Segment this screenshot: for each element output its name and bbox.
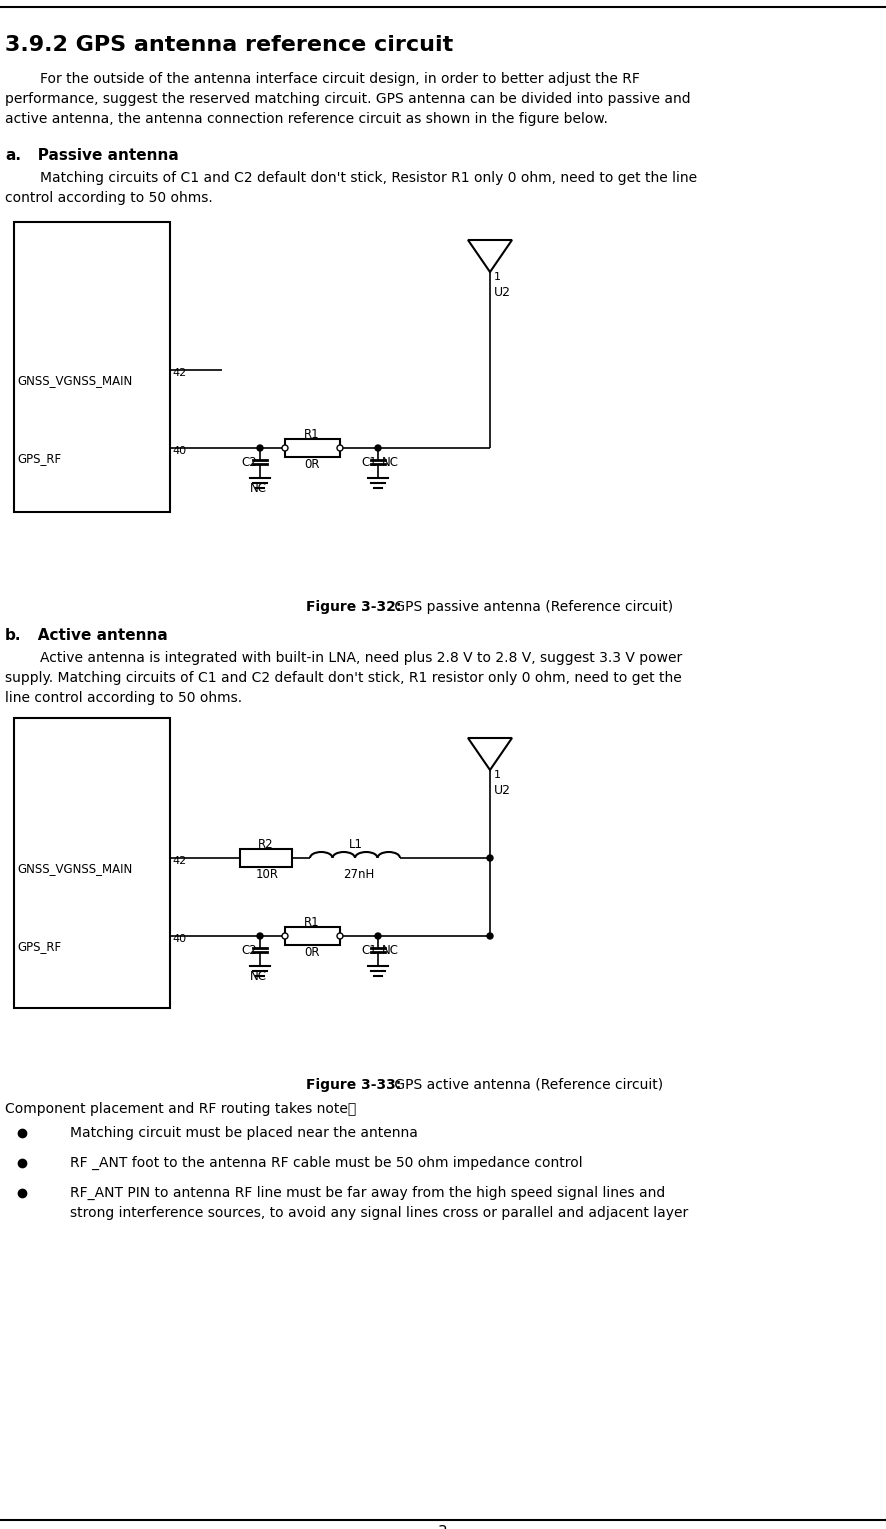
Text: U2: U2 [494,784,510,797]
Text: 1: 1 [494,771,501,780]
Text: GPS active antenna (Reference circuit): GPS active antenna (Reference circuit) [390,1078,663,1092]
Text: a.: a. [5,148,21,164]
Text: 40: 40 [172,934,186,943]
Text: RF_ANT PIN to antenna RF line must be far away from the high speed signal lines : RF_ANT PIN to antenna RF line must be fa… [35,1187,664,1200]
Circle shape [282,445,288,451]
Text: Active antenna is integrated with built-in LNA, need plus 2.8 V to 2.8 V, sugges: Active antenna is integrated with built-… [5,651,681,665]
Text: C1: C1 [361,456,377,469]
Text: U2: U2 [494,286,510,300]
Text: Component placement and RF routing takes note：: Component placement and RF routing takes… [5,1102,356,1116]
Text: Passive antenna: Passive antenna [22,148,179,164]
Bar [240,849,291,867]
Circle shape [486,933,493,939]
Text: GNSS_VGNSS_MAIN: GNSS_VGNSS_MAIN [17,862,132,875]
Text: L1: L1 [348,838,362,852]
Text: strong interference sources, to avoid any signal lines cross or parallel and adj: strong interference sources, to avoid an… [35,1206,688,1220]
Text: Figure 3-33:: Figure 3-33: [306,1078,400,1092]
Text: 3: 3 [438,1524,447,1529]
Text: GPS_RF: GPS_RF [17,940,61,953]
Text: active antenna, the antenna connection reference circuit as shown in the figure : active antenna, the antenna connection r… [5,112,607,125]
Text: R1: R1 [304,428,319,440]
Text: Matching circuits of C1 and C2 default don't stick, Resistor R1 only 0 ohm, need: Matching circuits of C1 and C2 default d… [5,171,696,185]
Text: 0R: 0R [304,459,319,471]
Text: GNSS_VGNSS_MAIN: GNSS_VGNSS_MAIN [17,375,132,387]
Circle shape [337,933,343,939]
Text: 0R: 0R [304,946,319,959]
Text: GPS_RF: GPS_RF [17,453,61,465]
Circle shape [337,445,343,451]
Text: 42: 42 [172,856,186,865]
Text: b.: b. [5,628,21,644]
Circle shape [257,445,263,451]
Circle shape [257,933,263,939]
Text: performance, suggest the reserved matching circuit. GPS antenna can be divided i: performance, suggest the reserved matchi… [5,92,690,106]
Text: Figure 3-32:: Figure 3-32: [306,599,401,615]
Text: 10R: 10R [256,868,279,881]
Text: NC: NC [250,482,267,495]
Bar [14,719,170,1008]
Text: NC: NC [382,456,399,469]
Text: 1: 1 [494,272,501,281]
Text: supply. Matching circuits of C1 and C2 default don't stick, R1 resistor only 0 o: supply. Matching circuits of C1 and C2 d… [5,671,681,685]
Text: NC: NC [382,943,399,957]
Text: C1: C1 [361,943,377,957]
Text: R1: R1 [304,916,319,930]
Text: For the outside of the antenna interface circuit design, in order to better adju: For the outside of the antenna interface… [5,72,639,86]
Bar [14,222,170,512]
Text: 3.9.2 GPS antenna reference circuit: 3.9.2 GPS antenna reference circuit [5,35,453,55]
Circle shape [486,855,493,861]
Text: Active antenna: Active antenna [22,628,167,644]
Text: R2: R2 [258,838,273,852]
Circle shape [375,933,381,939]
Text: control according to 50 ohms.: control according to 50 ohms. [5,191,213,205]
Text: 40: 40 [172,446,186,456]
Text: RF _ANT foot to the antenna RF cable must be 50 ohm impedance control: RF _ANT foot to the antenna RF cable mus… [35,1156,582,1170]
Text: C2: C2 [241,456,256,469]
Text: 42: 42 [172,368,186,378]
Bar [284,439,339,457]
Text: GPS passive antenna (Reference circuit): GPS passive antenna (Reference circuit) [390,599,672,615]
Text: line control according to 50 ohms.: line control according to 50 ohms. [5,691,242,705]
Circle shape [282,933,288,939]
Bar [284,927,339,945]
Text: C2: C2 [241,943,256,957]
Text: 27nH: 27nH [343,868,374,881]
Text: NC: NC [250,969,267,983]
Circle shape [375,445,381,451]
Text: Matching circuit must be placed near the antenna: Matching circuit must be placed near the… [35,1125,417,1141]
